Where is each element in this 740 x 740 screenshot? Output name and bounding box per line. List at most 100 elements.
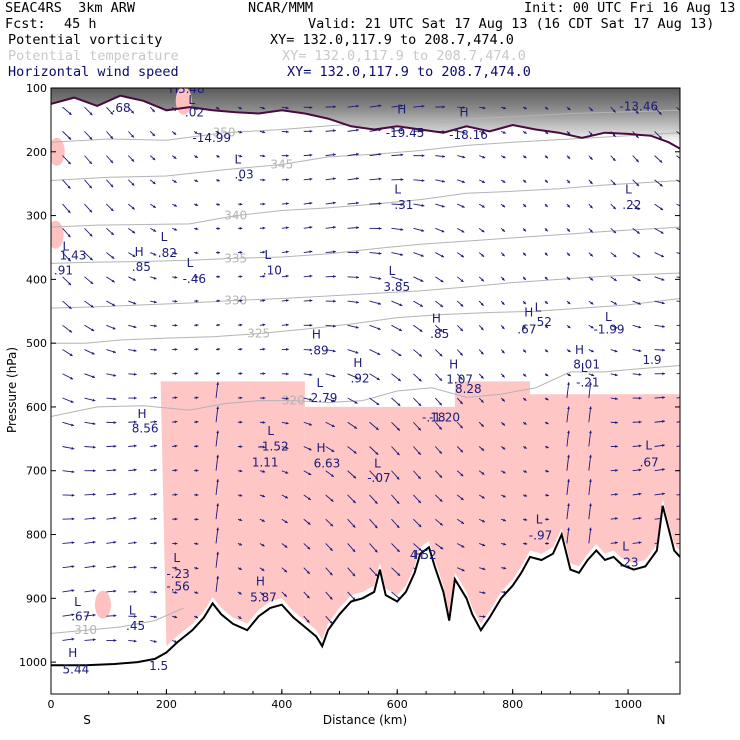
field-name-pv: Potential vorticity <box>8 32 163 48</box>
hl-label: 1.43 <box>60 249 87 263</box>
wind-arrowhead <box>286 178 289 182</box>
wind-arrowhead <box>441 204 445 208</box>
wind-arrowhead <box>67 210 71 214</box>
wind-arrowhead <box>91 351 95 355</box>
wind-arrowhead <box>684 230 687 233</box>
wind-arrowhead <box>567 503 570 507</box>
wind-arrowhead <box>544 204 548 208</box>
wind-arrowhead <box>132 278 136 281</box>
wind-arrowhead <box>92 638 96 642</box>
wind-arrowhead <box>331 424 335 427</box>
wind-arrowhead <box>153 229 157 232</box>
wind-arrowhead <box>285 471 289 474</box>
wind-arrowhead <box>374 525 378 529</box>
wind-arrowhead <box>442 154 446 158</box>
wind-arrowhead <box>637 301 641 305</box>
wind-arrowhead <box>524 518 528 521</box>
hl-label: L <box>267 424 274 438</box>
hl-label: L <box>389 264 396 278</box>
wind-arrowhead <box>461 568 465 572</box>
hl-label: L <box>645 439 652 453</box>
wind-arrowhead <box>353 475 357 479</box>
wind-arrowhead <box>501 350 505 354</box>
wind-arrowhead <box>307 546 311 550</box>
wind-arrowhead <box>309 177 313 181</box>
wind-arrowhead <box>331 449 335 452</box>
wind-arrowhead <box>174 396 178 400</box>
y-axis-label: Pressure (hPa) <box>5 347 19 433</box>
wind-arrowhead <box>417 476 421 480</box>
wind-arrowhead <box>239 226 243 230</box>
wind-arrowhead <box>440 254 444 258</box>
wind-arrowhead <box>614 349 618 353</box>
wind-arrowhead <box>133 349 137 352</box>
wind-arrowhead <box>502 446 506 450</box>
wind-arrowhead <box>396 525 400 529</box>
field-xy-theta: XY= 132.0,117.9 to 208.7,474.0 <box>282 48 526 64</box>
wind-arrowhead <box>638 444 642 448</box>
wind-arrowhead <box>92 540 96 544</box>
wind-arrowhead <box>615 444 618 448</box>
wind-arrowhead <box>91 328 95 331</box>
wind-arrowhead <box>567 454 570 458</box>
terrain-profile <box>51 505 680 667</box>
wind-arrowhead <box>461 544 465 548</box>
wind-arrowhead <box>613 230 617 234</box>
wind-arrowhead <box>133 468 137 472</box>
wind-arrowhead <box>355 375 359 379</box>
wind-arrowhead <box>133 614 137 618</box>
hl-label: .89 <box>310 344 329 358</box>
wind-arrowhead <box>545 445 549 449</box>
axes: 0 200 400 600 800 1000 100 200 300 400 500 600 700 80… <box>19 82 680 711</box>
wind-arrowhead <box>71 446 75 450</box>
wind-arrowhead <box>523 445 527 449</box>
hl-label: L <box>535 300 542 314</box>
wind-arrowhead <box>376 377 380 380</box>
wind-arrowhead <box>400 178 404 182</box>
wind-arrowhead <box>195 323 199 327</box>
model-title: SEAC4RS 3km ARW <box>5 0 136 16</box>
wind-arrowhead <box>440 279 444 283</box>
wind-arrowhead <box>588 430 592 434</box>
wind-arrowhead <box>545 106 549 110</box>
stratosphere-shading <box>51 88 680 149</box>
hl-label: .85 <box>132 260 151 274</box>
wind-arrowhead <box>441 229 445 233</box>
wind-arrowhead <box>152 205 156 208</box>
wind-arrowhead <box>308 422 312 426</box>
wind-arrowhead <box>285 202 289 206</box>
wind-arrowhead <box>567 479 570 482</box>
hl-label: H <box>449 358 458 372</box>
wind-arrowhead <box>418 353 422 357</box>
wind-arrowhead <box>131 110 134 114</box>
wind-arrowhead <box>262 421 266 424</box>
wind-vector <box>588 430 592 447</box>
wind-arrowhead <box>113 492 117 496</box>
hl-label: .31 <box>394 198 413 212</box>
wind-arrowhead <box>195 469 199 473</box>
wind-arrowhead <box>378 177 382 181</box>
wind-arrowhead <box>589 205 593 209</box>
wind-arrowhead <box>418 500 421 504</box>
wind-arrowhead <box>113 516 117 520</box>
wind-arrowhead <box>174 275 178 279</box>
wind-arrowhead <box>461 205 465 208</box>
wind-arrowhead <box>523 130 527 134</box>
wind-arrowhead <box>216 382 220 385</box>
hl-label: H <box>353 356 362 370</box>
wind-arrowhead <box>92 516 96 520</box>
wind-arrowhead <box>92 398 96 402</box>
wind-arrowhead <box>439 474 443 478</box>
wind-arrowhead <box>152 133 155 137</box>
wind-arrowhead <box>309 226 313 229</box>
pv-blob <box>51 137 65 166</box>
wind-arrowhead <box>501 301 505 305</box>
wind-arrowhead <box>418 548 422 551</box>
wind-arrowhead <box>154 566 157 570</box>
wind-arrowhead <box>195 203 199 206</box>
hl-label: -.97 <box>529 529 552 543</box>
wind-arrowhead <box>309 106 313 109</box>
wind-arrowhead <box>92 613 96 617</box>
wind-arrowhead <box>440 546 444 550</box>
y-tick-label: 800 <box>26 529 47 542</box>
